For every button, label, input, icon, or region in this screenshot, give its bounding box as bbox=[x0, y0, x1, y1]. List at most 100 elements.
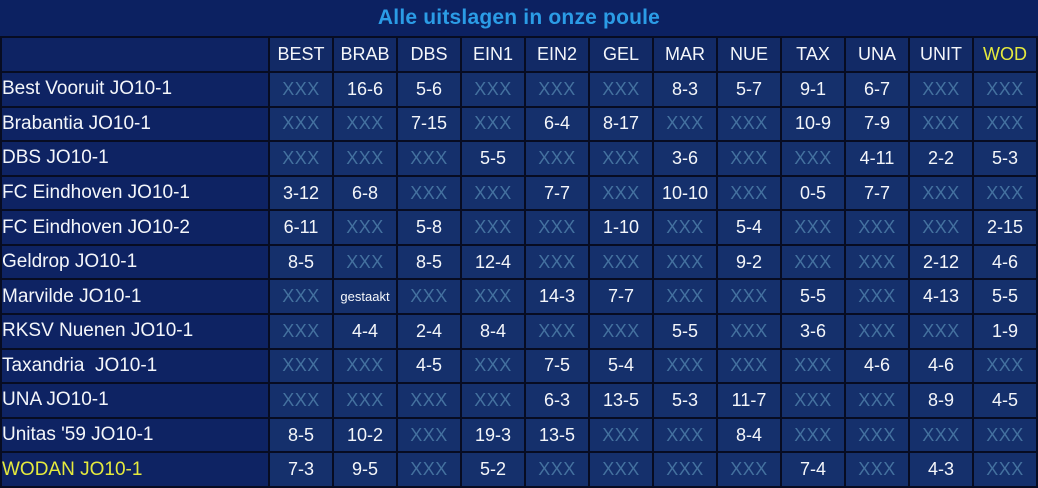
table-row: UNA JO10-1 XXX XXX XXX XXX 6-3 13-5 5-3 11-7 XXX X… bbox=[0, 382, 1038, 419]
unplayed-cell: XXX bbox=[716, 140, 782, 177]
unplayed-cell: XXX bbox=[908, 174, 974, 212]
score-cell: 7-15 bbox=[396, 105, 462, 143]
score-cell: 2-4 bbox=[396, 313, 462, 350]
unplayed-cell: XXX bbox=[588, 313, 654, 350]
table-row: Unitas '59 JO10-1 8-5 10-2 XXX 19-3 13-5 XXX XX… bbox=[0, 416, 1038, 454]
unplayed-cell: XXX bbox=[844, 416, 910, 454]
unplayed-cell: XXX bbox=[780, 416, 846, 454]
unplayed-cell: XXX bbox=[524, 243, 590, 281]
unplayed-cell: XXX bbox=[652, 416, 718, 454]
column-header-una: UNA bbox=[844, 36, 910, 73]
unplayed-cell: XXX bbox=[396, 174, 462, 212]
table-header: BEST BRAB DBS EIN1 EIN2 GEL MAR NUE TAX UNA UNIT WO… bbox=[0, 36, 1038, 73]
column-header-ein1: EIN1 bbox=[460, 36, 526, 73]
team-name-cell: WODAN JO10-1 bbox=[0, 451, 270, 488]
team-name-cell: FC Eindhoven JO10-1 bbox=[0, 174, 270, 212]
unplayed-cell: XXX bbox=[716, 313, 782, 350]
table-row: Marvilde JO10-1 XXX gestaakt XXX XXX 14-3 7-7 X… bbox=[0, 278, 1038, 316]
score-cell: 6-8 bbox=[332, 174, 398, 212]
column-header-gel: GEL bbox=[588, 36, 654, 73]
column-header-unit: UNIT bbox=[908, 36, 974, 73]
unplayed-cell: XXX bbox=[972, 174, 1038, 212]
score-cell: 8-5 bbox=[268, 243, 334, 281]
score-cell: 4-5 bbox=[396, 347, 462, 385]
unplayed-cell: XXX bbox=[268, 71, 334, 108]
score-cell: 5-4 bbox=[716, 209, 782, 246]
unplayed-cell: XXX bbox=[396, 416, 462, 454]
unplayed-cell: XXX bbox=[780, 243, 846, 281]
column-header-dbs: DBS bbox=[396, 36, 462, 73]
score-cell: 4-5 bbox=[972, 382, 1038, 419]
unplayed-cell: XXX bbox=[844, 313, 910, 350]
score-cell: 9-2 bbox=[716, 243, 782, 281]
score-cell: 13-5 bbox=[588, 382, 654, 419]
score-cell: 9-1 bbox=[780, 71, 846, 108]
score-cell: 4-11 bbox=[844, 140, 910, 177]
score-cell: 8-17 bbox=[588, 105, 654, 143]
score-cell: 6-7 bbox=[844, 71, 910, 108]
score-cell: 8-4 bbox=[716, 416, 782, 454]
unplayed-cell: XXX bbox=[844, 451, 910, 488]
column-header-nue: NUE bbox=[716, 36, 782, 73]
team-name-cell: DBS JO10-1 bbox=[0, 140, 270, 177]
column-header-wod: WOD bbox=[972, 36, 1038, 73]
unplayed-cell: XXX bbox=[716, 278, 782, 316]
unplayed-cell: XXX bbox=[716, 451, 782, 488]
unplayed-cell: XXX bbox=[396, 451, 462, 488]
team-name-cell: Unitas '59 JO10-1 bbox=[0, 416, 270, 454]
score-cell: 3-12 bbox=[268, 174, 334, 212]
unplayed-cell: XXX bbox=[908, 105, 974, 143]
table-body: Best Vooruit JO10-1 XXX 16-6 5-6 XXX XXX XXX 8-… bbox=[0, 71, 1038, 488]
unplayed-cell: XXX bbox=[652, 243, 718, 281]
score-cell: 13-5 bbox=[524, 416, 590, 454]
score-cell: 9-5 bbox=[332, 451, 398, 488]
team-name-cell: Marvilde JO10-1 bbox=[0, 278, 270, 316]
score-cell: 5-3 bbox=[972, 140, 1038, 177]
unplayed-cell: XXX bbox=[268, 105, 334, 143]
unplayed-cell: XXX bbox=[972, 347, 1038, 385]
unplayed-cell: XXX bbox=[716, 347, 782, 385]
unplayed-cell: XXX bbox=[652, 347, 718, 385]
unplayed-cell: XXX bbox=[268, 313, 334, 350]
column-header-brab: BRAB bbox=[332, 36, 398, 73]
score-cell: 5-4 bbox=[588, 347, 654, 385]
score-cell: 5-5 bbox=[972, 278, 1038, 316]
unplayed-cell: XXX bbox=[908, 313, 974, 350]
team-name-cell: Geldrop JO10-1 bbox=[0, 243, 270, 281]
unplayed-cell: XXX bbox=[460, 209, 526, 246]
unplayed-cell: XXX bbox=[972, 71, 1038, 108]
unplayed-cell: XXX bbox=[268, 382, 334, 419]
score-cell: 7-7 bbox=[844, 174, 910, 212]
score-cell: 8-5 bbox=[268, 416, 334, 454]
unplayed-cell: XXX bbox=[396, 382, 462, 419]
score-cell: 5-7 bbox=[716, 71, 782, 108]
unplayed-cell: XXX bbox=[588, 71, 654, 108]
column-header-mar: MAR bbox=[652, 36, 718, 73]
score-cell: 6-4 bbox=[524, 105, 590, 143]
score-cell: 7-3 bbox=[268, 451, 334, 488]
score-cell: 10-9 bbox=[780, 105, 846, 143]
team-name-cell: Brabantia JO10-1 bbox=[0, 105, 270, 143]
table-row: Brabantia JO10-1 XXX XXX 7-15 XXX 6-4 8-17 XXX X… bbox=[0, 105, 1038, 143]
score-cell: 0-5 bbox=[780, 174, 846, 212]
unplayed-cell: XXX bbox=[332, 209, 398, 246]
score-cell: 1-9 bbox=[972, 313, 1038, 350]
score-cell: 4-6 bbox=[844, 347, 910, 385]
unplayed-cell: XXX bbox=[332, 347, 398, 385]
unplayed-cell: XXX bbox=[652, 105, 718, 143]
column-header-ein2: EIN2 bbox=[524, 36, 590, 73]
score-cell: 1-10 bbox=[588, 209, 654, 246]
unplayed-cell: XXX bbox=[716, 174, 782, 212]
table-row: FC Eindhoven JO10-2 6-11 XXX 5-8 XXX XXX 1-10 X… bbox=[0, 209, 1038, 246]
team-name-cell: FC Eindhoven JO10-2 bbox=[0, 209, 270, 246]
unplayed-cell: XXX bbox=[396, 278, 462, 316]
score-cell: 5-6 bbox=[396, 71, 462, 108]
unplayed-cell: XXX bbox=[844, 382, 910, 419]
unplayed-cell: XXX bbox=[588, 140, 654, 177]
unplayed-cell: XXX bbox=[972, 451, 1038, 488]
score-cell: 5-3 bbox=[652, 382, 718, 419]
unplayed-cell: XXX bbox=[268, 278, 334, 316]
table-row: WODAN JO10-1 7-3 9-5 XXX 5-2 XXX XXX XXX XXX 7-4 X… bbox=[0, 451, 1038, 488]
table-row: DBS JO10-1 XXX XXX XXX 5-5 XXX XXX 3-6 XXX XXX 4-1… bbox=[0, 140, 1038, 177]
column-header-best: BEST bbox=[268, 36, 334, 73]
